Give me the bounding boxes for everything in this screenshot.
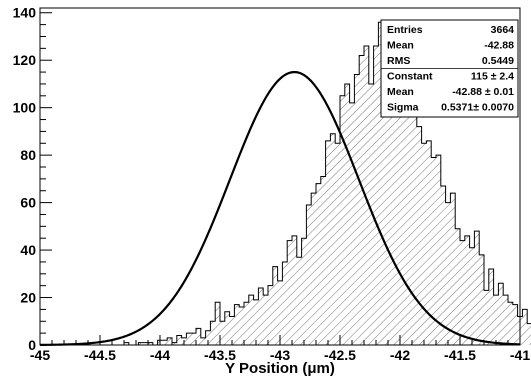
y-tick-label: 80 bbox=[20, 147, 36, 163]
y-tick-label: 0 bbox=[28, 337, 36, 353]
histogram-bin bbox=[234, 305, 239, 345]
histogram-bin bbox=[330, 134, 335, 345]
histogram-bin bbox=[196, 328, 201, 345]
stats-row-label: RMS bbox=[387, 55, 410, 67]
histogram-bin bbox=[446, 203, 451, 345]
histogram-bin bbox=[263, 295, 268, 345]
histogram-bin bbox=[249, 295, 254, 345]
histogram-bin bbox=[191, 333, 196, 345]
stats-row-label: Constant bbox=[387, 71, 433, 83]
histogram-bin bbox=[186, 333, 191, 345]
histogram-bin bbox=[479, 255, 484, 345]
stats-row-label: Sigma bbox=[387, 102, 419, 114]
histogram-bin bbox=[417, 127, 422, 345]
histogram-bin bbox=[374, 46, 379, 345]
histogram-bin bbox=[503, 295, 508, 345]
stats-row-value: 115 ± 2.4 bbox=[471, 71, 514, 83]
x-tick-label: -43.5 bbox=[204, 347, 236, 363]
histogram-bin bbox=[436, 155, 441, 345]
y-tick-label: 120 bbox=[13, 52, 37, 68]
x-tick-label: -42.5 bbox=[324, 347, 356, 363]
histogram-bin bbox=[422, 143, 427, 345]
histogram-bin bbox=[316, 184, 321, 345]
histogram-bin bbox=[273, 267, 278, 345]
stats-row-value: -42.88 bbox=[484, 40, 514, 52]
histogram-bin bbox=[455, 229, 460, 345]
axes-layer: -45 -44.5 -44 -43.5 -43 -42.5 -42 -41.5 -41 0 20 40… bbox=[13, 5, 531, 363]
histogram-bin bbox=[306, 205, 311, 345]
histogram-bin bbox=[513, 305, 518, 345]
histogram-bin bbox=[402, 103, 407, 345]
histogram-bin bbox=[201, 338, 206, 345]
histogram-bin bbox=[470, 248, 475, 345]
histogram-bin bbox=[321, 177, 326, 346]
histogram-bin bbox=[210, 321, 215, 345]
histogram-bin bbox=[215, 302, 220, 345]
histogram-bin bbox=[335, 143, 340, 345]
histogram-bin bbox=[287, 241, 292, 345]
stats-row-value: -42.88 ± 0.01 bbox=[452, 86, 514, 98]
histogram-bin bbox=[177, 336, 182, 345]
stats-row-label: Entries bbox=[387, 24, 423, 36]
histogram-bin bbox=[220, 321, 225, 345]
x-tick-label: -44.5 bbox=[84, 347, 116, 363]
y-tick-label: 60 bbox=[20, 195, 36, 211]
histogram-bin bbox=[254, 300, 259, 345]
histogram-bin bbox=[441, 186, 446, 345]
histogram-bin bbox=[498, 283, 503, 345]
fit-layer bbox=[39, 70, 521, 346]
histogram-bin bbox=[484, 290, 489, 345]
histogram-bin bbox=[326, 141, 331, 345]
x-tick-label: -44 bbox=[150, 347, 170, 363]
histogram-bin bbox=[225, 312, 230, 345]
histogram-bin bbox=[345, 84, 350, 345]
x-tick-label: -45 bbox=[30, 347, 50, 363]
histogram-bin bbox=[398, 105, 403, 345]
histogram-bin bbox=[359, 55, 364, 345]
stats-row-value: 0.5371± 0.0070 bbox=[441, 102, 514, 114]
histogram-bin bbox=[244, 302, 249, 345]
y-tick-label: 140 bbox=[13, 5, 37, 21]
histogram-bin bbox=[311, 193, 316, 345]
x-tick-label: -41 bbox=[510, 347, 530, 363]
y-tick-label: 100 bbox=[13, 100, 37, 116]
histogram-bin bbox=[494, 295, 499, 345]
stats-row-label: Mean bbox=[387, 86, 414, 98]
histogram-bin bbox=[258, 288, 263, 345]
histogram-bin bbox=[474, 231, 479, 345]
histogram-fill bbox=[42, 22, 531, 345]
stats-row-value: 0.5449 bbox=[482, 55, 514, 67]
histogram-bin bbox=[460, 241, 465, 345]
histogram-bin bbox=[522, 309, 527, 345]
histogram-bin bbox=[527, 324, 531, 345]
histogram-bin bbox=[292, 236, 297, 345]
stats-box: Entries 3664 Mean -42.88 RMS 0.5449 Constant 11… bbox=[380, 19, 519, 118]
y-tick-label: 40 bbox=[20, 242, 36, 258]
histogram-bin bbox=[465, 236, 470, 345]
histogram-bin bbox=[450, 193, 455, 345]
histogram-bin bbox=[297, 257, 302, 345]
histogram-bin bbox=[282, 262, 287, 345]
histogram-bin bbox=[354, 74, 359, 345]
gaussian-fit-curve bbox=[39, 70, 521, 346]
histogram-bin bbox=[302, 238, 307, 345]
histogram-bin bbox=[489, 269, 494, 345]
histogram-bin bbox=[162, 340, 167, 345]
stats-row-value: 3664 bbox=[491, 24, 515, 36]
x-tick-label: -42 bbox=[390, 347, 410, 363]
x-axis-title: Y Position (μm) bbox=[225, 360, 335, 377]
histogram-bin bbox=[167, 338, 172, 345]
stats-row-label: Mean bbox=[387, 40, 414, 52]
x-tick-label: -41.5 bbox=[444, 347, 476, 363]
histogram-bin bbox=[350, 103, 355, 345]
histogram-bin bbox=[508, 302, 513, 345]
y-tick-label: 20 bbox=[20, 290, 36, 306]
histogram-bin bbox=[268, 286, 273, 345]
histogram-bin bbox=[407, 105, 412, 345]
x-tick-label: -43 bbox=[270, 347, 290, 363]
histogram-bin bbox=[239, 307, 244, 345]
histogram-bin bbox=[412, 115, 417, 345]
